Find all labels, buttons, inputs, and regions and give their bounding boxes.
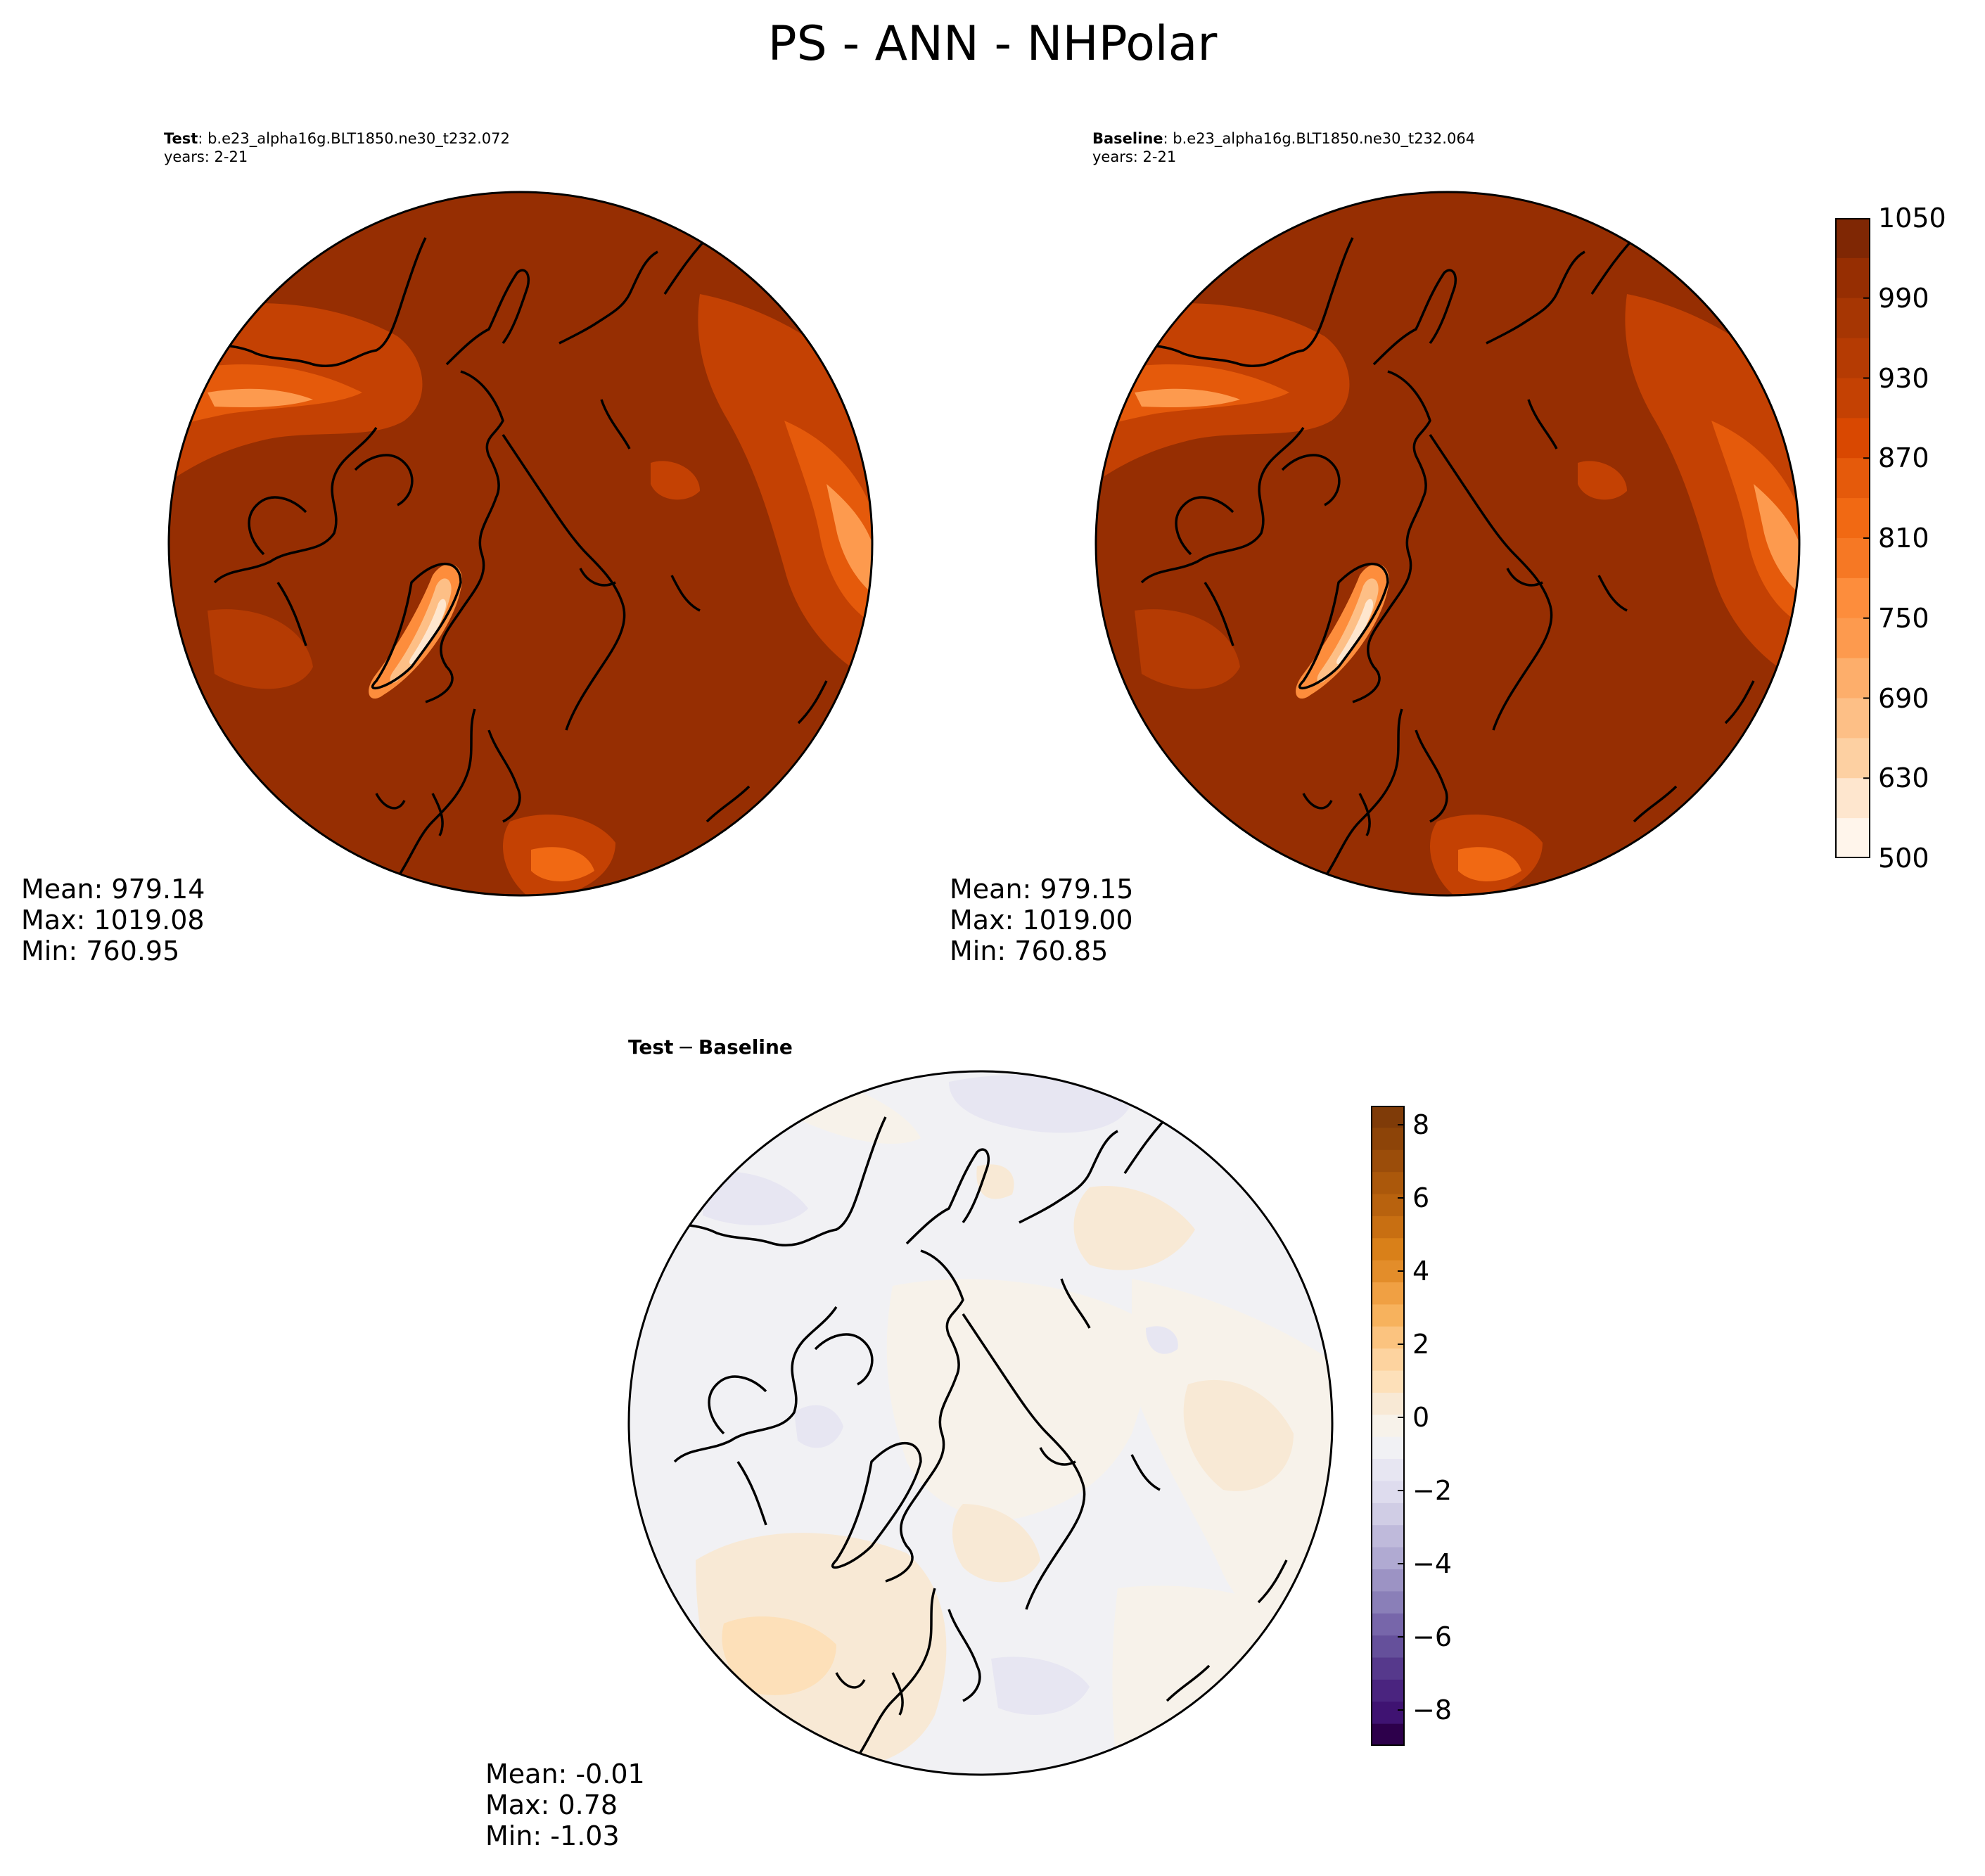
colorbar-band — [1835, 338, 1870, 379]
colorbar-band — [1371, 1415, 1405, 1438]
test-panel-title: Test: b.e23_alpha16g.BLT1850.ne30_t232.0… — [164, 129, 510, 148]
baseline-max: Max: 1019.00 — [950, 905, 1133, 936]
colorbar-main-tick-labels: 1050 990 930 870 810 750 690 630 500 — [1878, 204, 1984, 872]
baseline-stats: Mean: 979.15 Max: 1019.00 Min: 760.85 — [950, 874, 1133, 966]
colorbar-band — [1371, 1723, 1405, 1746]
colorbar-band — [1371, 1172, 1405, 1195]
colorbar-tick-label: 930 — [1878, 362, 1929, 394]
colorbar-band — [1371, 1149, 1405, 1173]
colorbar-band — [1835, 778, 1870, 819]
colorbar-band — [1371, 1679, 1405, 1702]
test-case-name: : b.e23_alpha16g.BLT1850.ne30_t232.072 — [198, 130, 510, 147]
colorbar-band — [1371, 1702, 1405, 1725]
colorbar-band — [1835, 538, 1870, 579]
colorbar-band — [1371, 1304, 1405, 1327]
colorbar-tick-label: 810 — [1878, 523, 1929, 554]
colorbar-band — [1835, 418, 1870, 459]
colorbar-tick-label: 630 — [1878, 762, 1929, 794]
colorbar-band — [1835, 818, 1870, 858]
baseline-mean: Mean: 979.15 — [950, 874, 1134, 905]
colorbar-frame — [1371, 1106, 1405, 1746]
diff-label-minus: − — [677, 1035, 694, 1059]
colorbar-band — [1371, 1657, 1405, 1680]
colorbar-band — [1835, 458, 1870, 499]
test-map — [167, 191, 874, 897]
colorbar-band — [1371, 1525, 1405, 1548]
colorbar-band — [1835, 698, 1870, 739]
test-label: Test — [164, 130, 198, 147]
diff-max: Max: 0.78 — [485, 1789, 618, 1820]
colorbar-band — [1371, 1459, 1405, 1482]
colorbar-tick-label: 1050 — [1878, 203, 1946, 234]
colorbar-band — [1371, 1635, 1405, 1659]
diff-panel-title: Test − Baseline — [628, 1035, 793, 1059]
test-stats: Mean: 979.14 Max: 1019.08 Min: 760.95 — [21, 874, 205, 966]
colorbar-tick-label: −2 — [1412, 1475, 1453, 1506]
colorbar-band — [1835, 257, 1870, 299]
colorbar-band — [1371, 1392, 1405, 1415]
baseline-min: Min: 760.85 — [950, 936, 1109, 966]
colorbar-band — [1371, 1547, 1405, 1570]
colorbar-tick-label: 870 — [1878, 442, 1929, 474]
figure-title: PS - ANN - NHPolar — [767, 16, 1218, 72]
colorbar-band — [1371, 1370, 1405, 1393]
colorbar-band — [1835, 378, 1870, 419]
colorbar-tick-label: 6 — [1412, 1182, 1430, 1213]
baseline-map — [1094, 191, 1801, 897]
colorbar-tick-label: 990 — [1878, 282, 1929, 314]
colorbar-band — [1835, 578, 1870, 619]
colorbar-tick-label: 0 — [1412, 1402, 1430, 1433]
diff-label-test: Test — [628, 1035, 674, 1059]
baseline-case-name: : b.e23_alpha16g.BLT1850.ne30_t232.064 — [1163, 130, 1476, 147]
colorbar-tick-label: 8 — [1412, 1109, 1430, 1140]
colorbar-band — [1835, 218, 1870, 259]
colorbar-tick-label: −8 — [1412, 1695, 1453, 1725]
colorbar-main — [1835, 218, 1870, 858]
colorbar-tick-label: 4 — [1412, 1256, 1430, 1287]
test-years: years: 2-21 — [164, 148, 248, 165]
diff-mean: Mean: -0.01 — [485, 1759, 645, 1789]
baseline-years: years: 2-21 — [1092, 148, 1177, 165]
colorbar-diff-tick-labels: 8 6 4 2 0 −2 −4 −6 −8 — [1412, 1106, 1497, 1746]
baseline-label: Baseline — [1092, 130, 1163, 147]
diff-stats: Mean: -0.01 Max: 0.78 Min: -1.03 — [485, 1759, 645, 1851]
colorbar-tick-label: −6 — [1412, 1621, 1453, 1652]
test-min: Min: 760.95 — [21, 936, 180, 966]
colorbar-tick-label: 750 — [1878, 602, 1929, 634]
colorbar-band — [1835, 298, 1870, 339]
colorbar-band — [1835, 618, 1870, 659]
colorbar-band — [1371, 1502, 1405, 1526]
colorbar-band — [1371, 1436, 1405, 1460]
colorbar-band — [1371, 1282, 1405, 1306]
colorbar-band — [1371, 1215, 1405, 1239]
colorbar-band — [1835, 738, 1870, 779]
colorbar-band — [1835, 658, 1870, 699]
colorbar-band — [1371, 1569, 1405, 1592]
colorbar-band — [1371, 1613, 1405, 1636]
diff-label-baseline: Baseline — [698, 1035, 793, 1059]
colorbar-tick-label: 2 — [1412, 1329, 1430, 1360]
colorbar-diff — [1371, 1106, 1405, 1746]
test-mean: Mean: 979.14 — [21, 874, 205, 905]
colorbar-band — [1371, 1591, 1405, 1614]
colorbar-tick-label: 690 — [1878, 682, 1929, 714]
colorbar-band — [1371, 1481, 1405, 1504]
difference-map — [627, 1070, 1334, 1776]
colorbar-tick-label: −4 — [1412, 1548, 1453, 1579]
colorbar-band — [1371, 1326, 1405, 1349]
colorbar-band — [1835, 498, 1870, 539]
baseline-panel-title: Baseline: b.e23_alpha16g.BLT1850.ne30_t2… — [1092, 129, 1475, 148]
colorbar-tick-label: 500 — [1878, 843, 1929, 874]
colorbar-band — [1371, 1238, 1405, 1261]
test-max: Max: 1019.08 — [21, 905, 205, 936]
colorbar-band — [1371, 1348, 1405, 1372]
colorbar-band — [1371, 1128, 1405, 1151]
diff-min: Min: -1.03 — [485, 1820, 620, 1851]
